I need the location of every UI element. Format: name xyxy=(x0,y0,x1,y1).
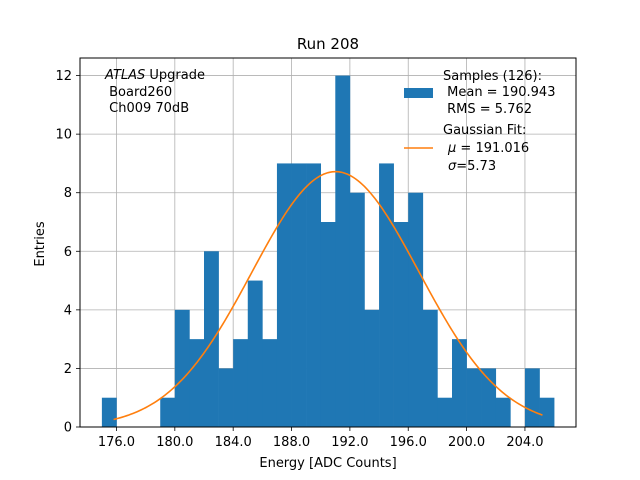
histogram-bar xyxy=(233,339,249,427)
legend-samples-rms: RMS = 5.762 xyxy=(443,102,532,117)
annotation-line-1: ATLAS Upgrade xyxy=(104,68,205,83)
histogram-bar xyxy=(291,163,307,427)
histogram-bar xyxy=(393,222,409,427)
annotation-upgrade: Upgrade xyxy=(145,68,205,83)
histogram-bar xyxy=(524,368,540,427)
histogram-bars xyxy=(101,75,555,428)
y-tick-label: 2 xyxy=(64,362,72,377)
histogram-bar xyxy=(189,339,205,427)
histogram-bar xyxy=(408,192,424,427)
histogram-bar xyxy=(204,251,219,427)
histogram-bar xyxy=(379,163,394,427)
legend-samples-swatch xyxy=(404,88,433,98)
histogram-bar xyxy=(364,309,380,427)
histogram-bar xyxy=(276,163,292,427)
legend-mu-value: = 191.016 xyxy=(456,141,529,156)
histogram-bar xyxy=(320,222,336,427)
y-tick-label: 10 xyxy=(55,128,72,143)
x-tick-label: 192.0 xyxy=(331,435,368,450)
y-tick-label: 8 xyxy=(64,186,72,201)
histogram-bar xyxy=(174,309,190,427)
legend-sigma-symbol: σ xyxy=(448,159,457,174)
annotation-line-2: Board260 xyxy=(105,85,172,100)
histogram-bar xyxy=(160,397,176,427)
legend-samples-mean: Mean = 190.943 xyxy=(443,85,555,100)
axis-ticks: 176.0 180.0 184.0 188.0 192.0 196.0 200.0 204.0… xyxy=(55,69,543,450)
x-tick-label: 196.0 xyxy=(390,435,427,450)
y-tick-label: 6 xyxy=(64,245,72,260)
histogram-bar xyxy=(539,397,555,427)
x-axis-label: Energy [ADC Counts] xyxy=(259,456,396,471)
histogram-bar xyxy=(437,397,453,427)
x-tick-label: 184.0 xyxy=(215,435,252,450)
y-tick-label: 0 xyxy=(64,421,72,436)
histogram-bar xyxy=(481,368,497,427)
histogram-bar xyxy=(247,280,263,427)
gaussian-fit xyxy=(113,170,543,421)
annotation-atlas: ATLAS xyxy=(104,68,145,83)
x-tick-label: 176.0 xyxy=(98,435,135,450)
annotation-line-3: Ch009 70dB xyxy=(105,101,189,116)
x-tick-label: 180.0 xyxy=(156,435,193,450)
x-tick-label: 188.0 xyxy=(273,435,310,450)
legend-samples-label: Samples (126): xyxy=(443,69,542,84)
legend-mu-symbol: μ xyxy=(447,141,456,156)
legend-fit-mu: μ = 191.016 xyxy=(447,141,529,156)
histogram-bar xyxy=(306,163,322,427)
legend-fit-sigma: σ=5.73 xyxy=(448,159,496,174)
legend-sigma-value: =5.73 xyxy=(456,159,496,174)
detector-annotation: ATLAS Upgrade Board260 Ch009 70dB xyxy=(104,68,205,116)
histogram-bar xyxy=(218,368,234,427)
chart-title: Run 208 xyxy=(297,35,359,53)
plot-frame xyxy=(79,57,577,428)
x-tick-label: 204.0 xyxy=(506,435,543,450)
histogram-bar xyxy=(335,75,351,428)
y-axis-label: Entries xyxy=(33,221,48,267)
histogram-bar xyxy=(452,339,467,427)
y-tick-label: 4 xyxy=(64,303,72,318)
legend-fit-label: Gaussian Fit: xyxy=(443,123,526,138)
histogram-bar xyxy=(262,339,278,427)
gaussian-fit-curve xyxy=(113,170,543,421)
histogram-bar xyxy=(422,309,438,427)
y-tick-label: 12 xyxy=(55,69,72,84)
histogram-bar xyxy=(495,397,511,427)
x-tick-label: 200.0 xyxy=(448,435,485,450)
legend: Samples (126): Mean = 190.943 RMS = 5.76… xyxy=(404,69,555,174)
histogram-bar xyxy=(101,397,117,427)
histogram-bar xyxy=(349,192,365,427)
histogram-bar xyxy=(466,368,482,427)
